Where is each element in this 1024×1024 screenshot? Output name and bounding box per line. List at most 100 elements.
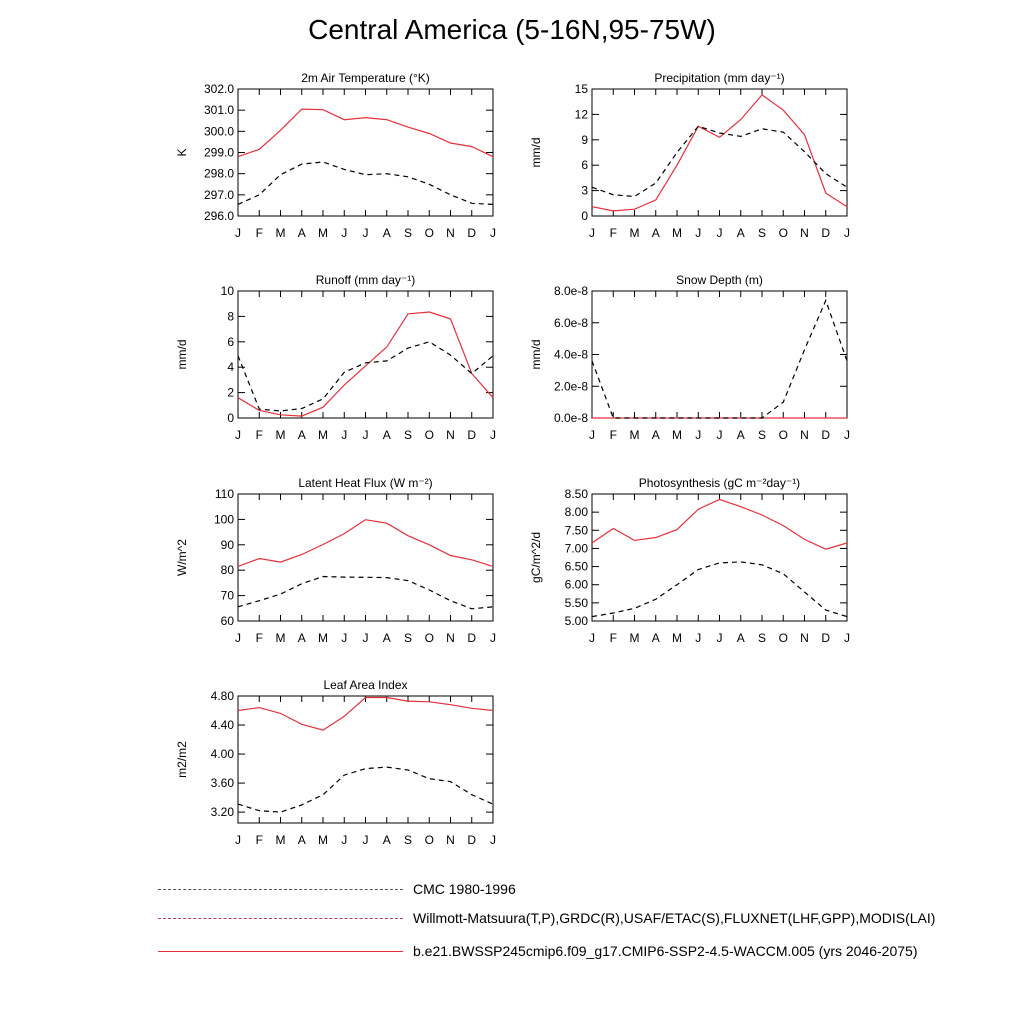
x-tick-label: J (589, 226, 595, 240)
x-tick-label: J (363, 631, 369, 645)
x-tick-label: J (844, 631, 850, 645)
y-tick-label: 110 (215, 487, 234, 501)
x-tick-label: S (758, 631, 766, 645)
chart-panel-2: Runoff (mm day⁻¹)mm/dJ F M A M J J A S O N D J024681… (175, 273, 496, 442)
x-tick-label: J (235, 833, 241, 847)
x-tick-label: J (717, 428, 723, 442)
x-tick-label: S (404, 631, 412, 645)
y-tick-label: 6.50 (565, 560, 589, 574)
x-tick-label: J (490, 833, 496, 847)
x-tick-label: O (425, 631, 434, 645)
x-tick-label: O (779, 226, 788, 240)
x-tick-label: N (446, 428, 455, 442)
series-obs-line (591, 125, 848, 198)
x-tick-label: J (717, 226, 723, 240)
x-tick-label: J (235, 428, 241, 442)
x-tick-label: J (844, 428, 850, 442)
series-obs-line (591, 298, 848, 419)
x-tick-label: J (235, 631, 241, 645)
y-tick-label: 6 (227, 335, 234, 349)
chart-title: Photosynthesis (gC m⁻²day⁻¹) (639, 476, 800, 490)
x-tick-label: S (404, 226, 412, 240)
x-tick-label: M (630, 631, 640, 645)
y-axis-label: mm/d (175, 340, 189, 370)
x-tick-label: N (800, 631, 809, 645)
y-tick-label: 299.0 (204, 146, 234, 160)
y-tick-label: 80 (221, 563, 235, 577)
x-tick-label: S (404, 428, 412, 442)
x-tick-label: A (298, 631, 306, 645)
x-tick-label: J (695, 428, 701, 442)
figure-title: Central America (5-16N,95-75W) (308, 14, 716, 45)
y-tick-label: 7.00 (565, 541, 589, 555)
x-tick-label: J (717, 631, 723, 645)
legend-swatch-cmc (158, 889, 403, 890)
y-tick-label: 6.00 (565, 578, 589, 592)
y-axis-label: m2/m2 (175, 741, 189, 778)
y-tick-label: 5.00 (565, 614, 589, 628)
y-tick-label: 7.50 (565, 523, 589, 537)
x-tick-label: F (256, 631, 263, 645)
y-tick-label: 3.60 (211, 776, 235, 790)
x-tick-label: D (467, 428, 476, 442)
legend-label-obs: Willmott-Matsuura(T,P),GRDC(R),USAF/ETAC… (413, 910, 936, 926)
y-tick-label: 70 (221, 589, 235, 603)
chart-frame (591, 493, 848, 622)
x-tick-label: J (695, 226, 701, 240)
y-tick-label: 6 (581, 158, 588, 172)
y-tick-label: 4.80 (211, 689, 235, 703)
x-tick-label: A (737, 428, 745, 442)
x-tick-label: J (589, 428, 595, 442)
chart-panel-0: 2m Air Temperature (°K)KJ F M A M J J A S O N D J296… (175, 71, 496, 240)
x-tick-label: F (610, 428, 617, 442)
x-tick-label: J (490, 631, 496, 645)
x-tick-label: M (672, 428, 682, 442)
y-tick-label: 2.0e-8 (554, 379, 588, 393)
chart-frame (591, 88, 848, 217)
x-tick-label: M (276, 631, 286, 645)
series-model-line (237, 519, 494, 567)
y-tick-label: 302.0 (204, 82, 234, 96)
y-tick-label: 301.0 (204, 103, 234, 117)
series-model-line (237, 696, 494, 731)
x-tick-label: D (821, 226, 830, 240)
x-tick-label: O (425, 226, 434, 240)
x-tick-label: N (446, 631, 455, 645)
x-tick-label: N (800, 226, 809, 240)
x-tick-label: J (341, 631, 347, 645)
x-tick-label: N (446, 833, 455, 847)
chart-panel-5: Photosynthesis (gC m⁻²day⁻¹)gC/m^2/dJ F M A… (529, 476, 850, 645)
x-tick-label: A (383, 631, 391, 645)
chart-title: 2m Air Temperature (°K) (301, 71, 430, 85)
y-tick-label: 8.50 (565, 487, 589, 501)
x-tick-label: S (758, 428, 766, 442)
chart-panel-3: Snow Depth (m)mm/dJ F M A M J J A S O N D J0.0e-82.0… (529, 273, 850, 442)
y-tick-label: 100 (214, 512, 234, 526)
y-tick-label: 9 (581, 133, 588, 147)
x-tick-label: A (652, 428, 660, 442)
x-tick-label: M (672, 631, 682, 645)
series-obs-line (237, 575, 494, 610)
charts-canvas: 2m Air Temperature (°K)KJ F M A M J J A S O N D J296… (175, 71, 850, 847)
x-tick-label: O (779, 428, 788, 442)
y-tick-label: 6.0e-8 (554, 316, 588, 330)
x-tick-label: J (490, 428, 496, 442)
x-tick-label: F (256, 226, 263, 240)
y-tick-label: 4.40 (211, 718, 235, 732)
x-tick-label: M (630, 428, 640, 442)
x-tick-label: N (800, 428, 809, 442)
y-axis-label: K (175, 148, 189, 156)
chart-frame (237, 290, 494, 419)
chart-title: Leaf Area Index (323, 678, 407, 692)
x-tick-label: D (467, 226, 476, 240)
x-tick-label: A (298, 226, 306, 240)
y-tick-label: 4 (227, 360, 234, 374)
x-tick-label: F (610, 631, 617, 645)
y-tick-label: 8 (227, 309, 234, 323)
x-tick-label: F (256, 428, 263, 442)
y-tick-label: 0.0e-8 (554, 411, 588, 425)
x-tick-label: D (467, 631, 476, 645)
x-tick-label: N (446, 226, 455, 240)
y-tick-label: 0 (227, 411, 234, 425)
